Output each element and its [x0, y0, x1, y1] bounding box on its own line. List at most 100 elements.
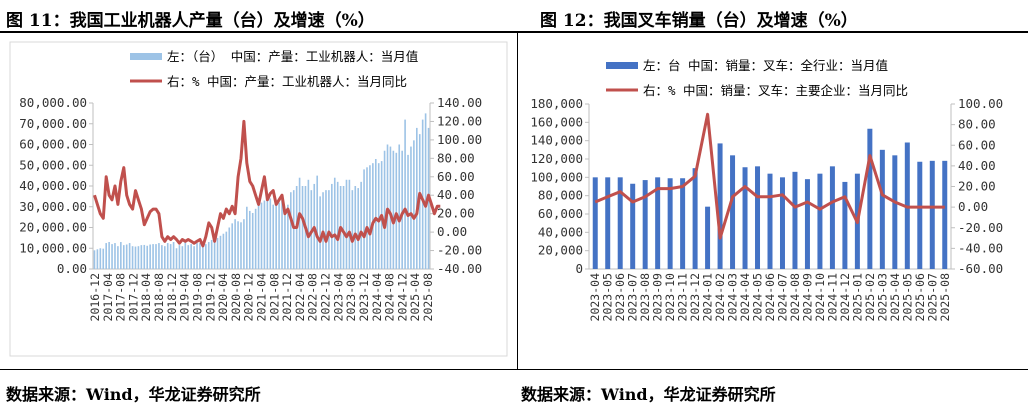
left-axis-tick-label: 70,000.00: [19, 116, 87, 131]
x-axis-tick-label: 2016-12: [88, 273, 102, 321]
source-left: 数据来源：Wind，华龙证券研究所: [6, 385, 261, 404]
x-axis-tick-label: 2024-01: [701, 273, 715, 322]
right-axis-tick-label: -60.00: [958, 261, 1003, 276]
x-axis-tick-label: 2021-04: [255, 273, 269, 322]
left-axis-tick-label: 0.00: [57, 261, 87, 276]
right-axis-tick-label: 20.00: [958, 179, 996, 194]
x-axis-tick-label: 2023-11: [676, 273, 690, 322]
left-axis-tick-label: 160,000: [530, 114, 583, 129]
x-axis-tick-label: 2020-12: [242, 273, 256, 321]
left-axis-tick-label: 80,000: [538, 188, 583, 203]
x-axis-tick-label: 2024-07: [775, 273, 789, 322]
x-axis-tick-label: 2024-12: [838, 273, 852, 321]
x-axis-tick-label: 2018-12: [165, 273, 179, 321]
bar: [779, 177, 785, 269]
bar: [143, 244, 146, 269]
bar: [360, 181, 362, 269]
bar: [755, 166, 761, 269]
bar: [96, 249, 99, 269]
left-axis-tick-label: 50,000.00: [19, 157, 87, 172]
bar: [210, 239, 213, 269]
right-axis-tick-label: 80.00: [958, 117, 996, 132]
growth-line: [594, 112, 945, 240]
bar: [114, 243, 116, 269]
bar: [105, 243, 107, 269]
bar: [128, 243, 131, 269]
chart-forklift-sales: 0 20,000 40,000 60,000 80,000 100,000 120,000 1…: [530, 58, 1003, 322]
bar: [325, 190, 327, 269]
x-axis-tick-label: 2025-04: [888, 273, 902, 322]
x-axis-tick-label: 2018-04: [139, 273, 153, 322]
bar: [817, 173, 823, 269]
left-axis-tick-label: 120,000: [530, 151, 583, 166]
x-axis-tick-label: 2024-08: [383, 273, 397, 322]
x-axis-tick-label: 2023-06: [613, 273, 627, 322]
bar: [333, 177, 336, 269]
bar: [345, 179, 348, 269]
bar: [410, 146, 412, 269]
bar: [228, 227, 231, 269]
bar: [395, 152, 398, 269]
bar: [307, 179, 310, 269]
bar: [243, 219, 245, 269]
x-axis-tick-label: 2019-12: [203, 273, 217, 321]
bar: [131, 246, 134, 269]
legend-bar-label: 左：（台） 中国：产量：工业机器人：当月值: [167, 49, 418, 64]
x-axis-tick-label: 2023-10: [663, 273, 677, 322]
bar: [316, 175, 318, 269]
x-axis-tick-label: 2024-02: [713, 273, 727, 321]
x-axis-tick-label: 2024-12: [395, 273, 409, 321]
x-axis-tick-label: 2025-08: [938, 273, 952, 322]
right-axis-tick-label: 100.00: [437, 132, 482, 147]
x-axis-tick-label: 2021-08: [267, 273, 281, 322]
left-axis-tick-label: 10,000.00: [19, 240, 87, 255]
bar: [172, 242, 175, 269]
bar: [122, 245, 125, 269]
bar: [134, 246, 137, 269]
right-axis-tick-label: 60.00: [437, 169, 475, 184]
left-axis-tick-label: 180,000: [530, 96, 583, 111]
bar: [237, 221, 239, 269]
bar: [942, 160, 948, 269]
bar: [222, 233, 225, 269]
bar: [281, 200, 283, 269]
x-axis-tick-label: 2025-05: [900, 273, 914, 321]
bar: [184, 242, 187, 269]
right-axis-tick-label: -40.00: [958, 240, 1003, 255]
bar: [792, 171, 798, 269]
plot-frame: [9, 41, 508, 357]
bar: [328, 190, 330, 269]
bar: [705, 206, 711, 269]
bar: [929, 160, 935, 269]
x-axis-tick-label: 2025-03: [875, 273, 889, 322]
bar: [163, 246, 166, 269]
bar: [108, 242, 110, 269]
bar: [605, 177, 611, 269]
bar: [152, 244, 154, 269]
bar: [879, 149, 885, 269]
bar: [398, 144, 401, 269]
bar: [413, 140, 415, 269]
x-axis-tick-label: 2025-04: [408, 273, 422, 322]
bar: [372, 163, 374, 269]
bar: [205, 244, 207, 269]
bar: [742, 167, 748, 269]
bar: [275, 200, 277, 269]
bar: [351, 190, 354, 269]
right-axis-tick-label: 20.00: [437, 206, 475, 221]
x-axis-tick-label: 2022-04: [293, 273, 307, 322]
bar: [178, 245, 181, 269]
x-axis-tick-label: 2024-05: [751, 273, 765, 321]
bar: [193, 246, 195, 269]
x-axis-tick-label: 2023-12: [357, 273, 371, 321]
right-axis-tick-label: -20.00: [437, 243, 482, 258]
bar: [248, 210, 251, 269]
bar: [125, 244, 128, 269]
left-axis-tick-label: 40,000: [538, 224, 583, 239]
bar: [231, 223, 234, 269]
right-axis-tick-label: 0.00: [958, 199, 988, 214]
x-axis-tick-label: 2020-04: [216, 273, 230, 322]
bar: [892, 155, 898, 269]
legend-line-label: 右：% 中国：销量：叉车：主要企业：当月同比: [643, 83, 908, 98]
bar: [667, 178, 673, 269]
